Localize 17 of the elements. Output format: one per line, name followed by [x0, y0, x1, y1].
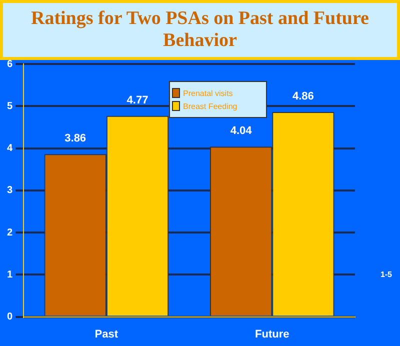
- text: 1-5: [380, 270, 392, 279]
- y-tick-label: 1: [7, 269, 13, 280]
- y-tick-label: 4: [7, 143, 13, 154]
- y-tick-label: 5: [7, 100, 13, 112]
- y-tick-label: 0: [7, 312, 13, 323]
- legend-label: Breast Feeding: [183, 102, 238, 110]
- data-label: 3.86: [64, 132, 86, 145]
- chart-title: Ratings for Two PSAs on Past and Future Behavior: [0, 0, 400, 60]
- x-tick-label: Past: [94, 328, 118, 340]
- data-label: 4.04: [230, 125, 253, 138]
- y-tick-label: 6: [7, 58, 13, 70]
- data-label: 4.77: [126, 94, 148, 106]
- y-tick-label: 2: [7, 227, 13, 238]
- data-label: 4.86: [292, 90, 314, 103]
- legend-label: Prenatal visits: [183, 88, 233, 98]
- y-tick-label: 3: [7, 185, 13, 196]
- x-tick-label: Future: [255, 328, 290, 340]
